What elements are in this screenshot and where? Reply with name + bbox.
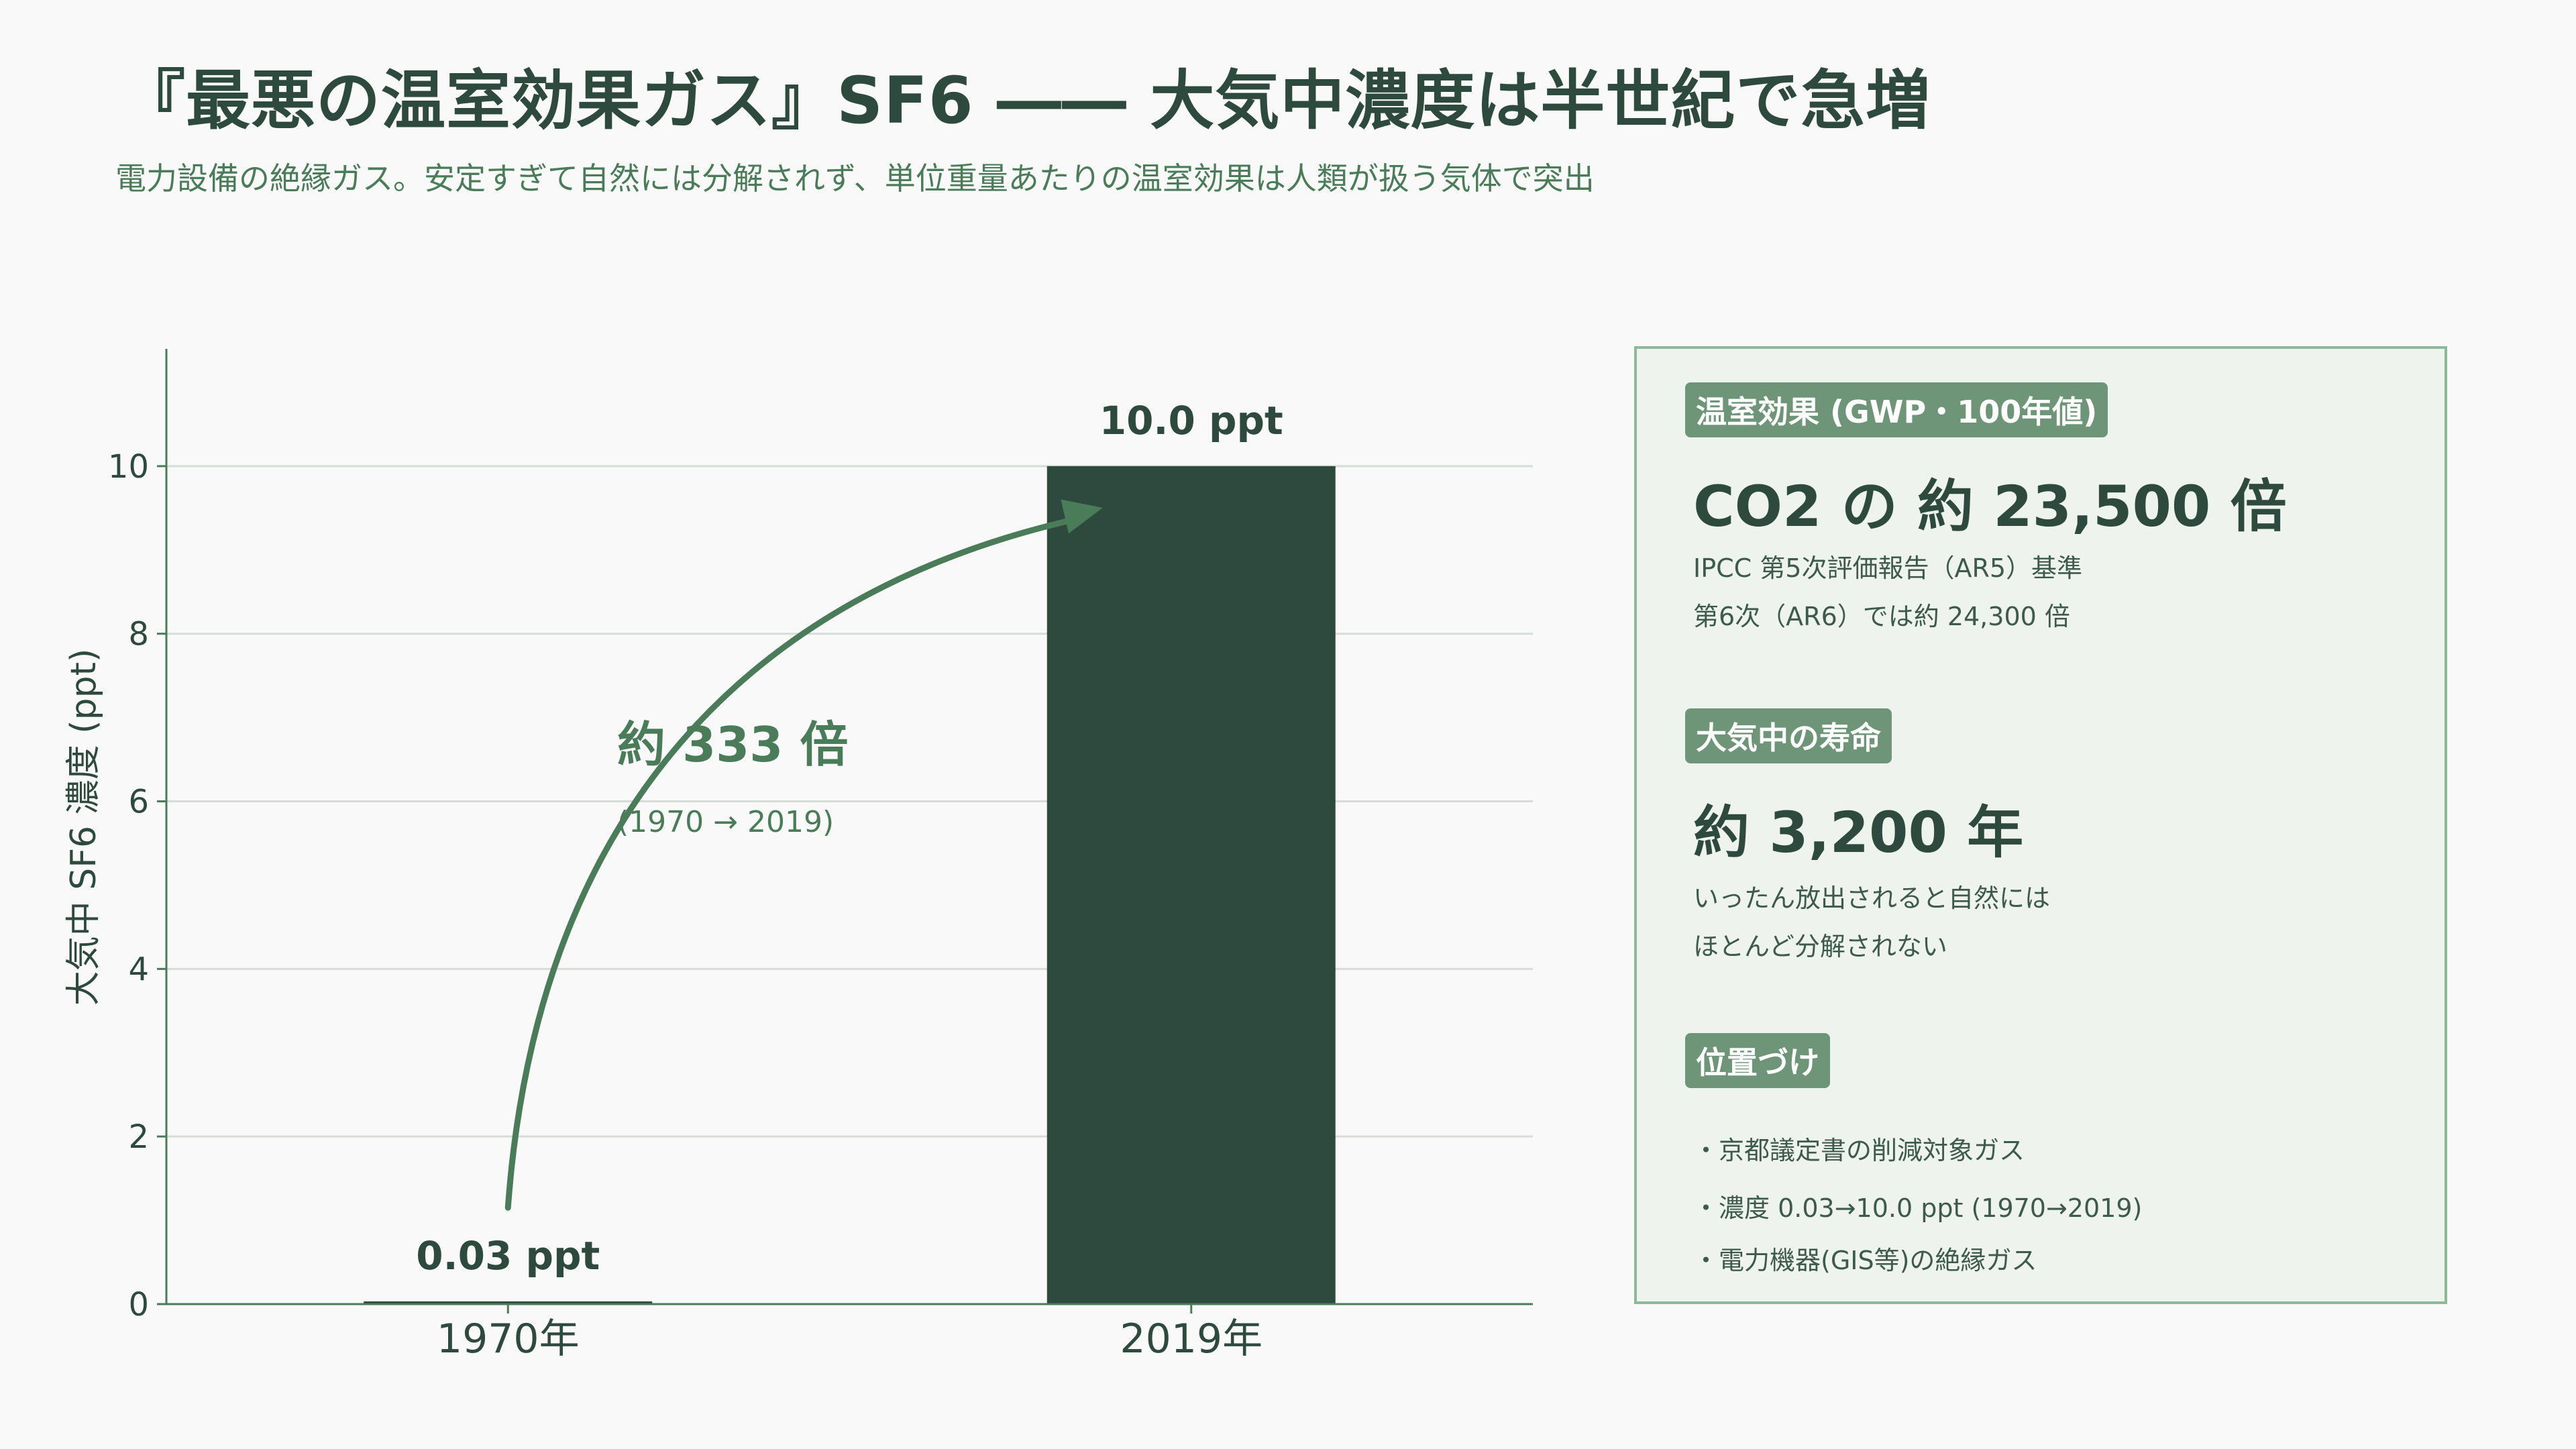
position-bullet-3: ・電力機器(GIS等)の絶縁ガス (1693, 1246, 2037, 1275)
bar-chart: 0 2 4 6 8 10 0.03 ppt 1970年 10.0 ppt 2019年 約 333 … (64, 349, 1533, 1362)
growth-arrow (504, 517, 1077, 1211)
bar-1 (1046, 466, 1336, 1304)
position-tag: 位置づけ (1685, 1033, 1830, 1088)
x-tick-label: 2019年 (1120, 1316, 1263, 1362)
page-title: 『最悪の温室効果ガス』SF6 ―― 大気中濃度は半世紀で急増 (121, 63, 1931, 138)
position-bullet-2: ・濃度 0.03→10.0 ppt (1970→2019) (1693, 1193, 2143, 1223)
x-tick-label: 1970年 (437, 1316, 580, 1362)
y-tick-label: 2 (128, 1118, 149, 1156)
y-axis-label: 大気中 SF6 濃度 (ppt) (64, 649, 104, 1006)
gwp-value: CO2 の 約 23,500 倍 (1693, 474, 2287, 539)
y-tick-label: 0 (128, 1286, 149, 1324)
gwp-note-2: 第6次（AR6）では約 24,300 倍 (1693, 602, 2070, 631)
annotation-label: 約 333 倍 (617, 716, 848, 773)
y-tick-label: 4 (128, 951, 149, 988)
y-tick-label: 10 (108, 448, 149, 486)
lifetime-note-2: ほとんど分解されない (1693, 932, 1947, 961)
lifetime-value: 約 3,200 年 (1693, 800, 2024, 865)
bar-0 (364, 1301, 653, 1304)
bar-value-label: 10.0 ppt (1099, 398, 1283, 443)
annotation-sublabel: (1970 → 2019) (617, 805, 834, 839)
growth-arrowhead (1061, 499, 1103, 534)
y-tick-label: 6 (128, 784, 149, 821)
lifetime-note-1: いったん放出されると自然には (1693, 883, 2051, 913)
lifetime-tag: 大気中の寿命 (1685, 708, 1892, 763)
gwp-note-1: IPCC 第5次評価報告（AR5）基準 (1693, 553, 2083, 583)
y-tick-label: 8 (128, 616, 149, 653)
bar-value-label: 0.03 ppt (416, 1233, 600, 1279)
page-subtitle: 電力設備の絶縁ガス。安定すぎて自然には分解されず、単位重量あたりの温室効果は人類… (115, 160, 1595, 197)
position-bullet-1: ・京都議定書の削減対象ガス (1693, 1136, 2025, 1165)
info-panel: 温室効果 (GWP・100年値) CO2 の 約 23,500 倍 IPCC 第… (1634, 346, 2447, 1304)
gwp-tag: 温室効果 (GWP・100年値) (1685, 382, 2108, 437)
